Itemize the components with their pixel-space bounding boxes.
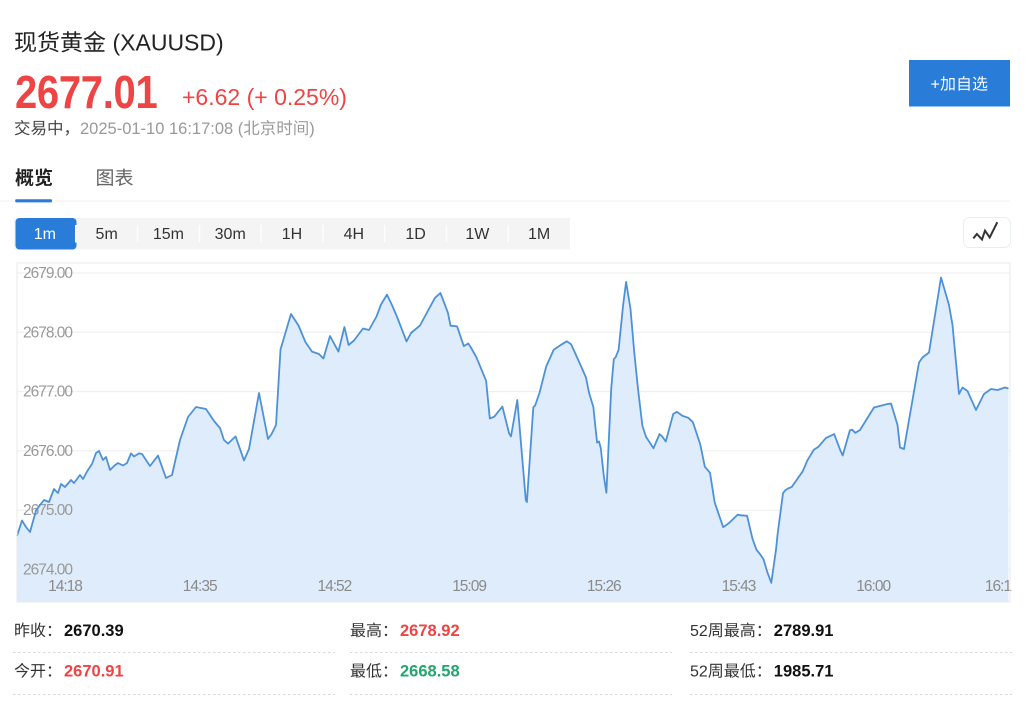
svg-text:15:09: 15:09 bbox=[452, 578, 486, 595]
svg-text:16:1: 16:1 bbox=[985, 578, 1012, 595]
svg-text:1M: 1M bbox=[528, 226, 550, 243]
svg-text:(XAUUSD): (XAUUSD) bbox=[113, 30, 224, 56]
svg-text:30m: 30m bbox=[215, 226, 246, 243]
svg-text:2670.39: 2670.39 bbox=[64, 622, 124, 640]
svg-text:2678.00: 2678.00 bbox=[23, 324, 73, 341]
svg-text:14:52: 14:52 bbox=[318, 578, 352, 595]
svg-text:52: 52 bbox=[690, 623, 708, 640]
svg-text:2674.00: 2674.00 bbox=[23, 562, 73, 579]
svg-text:1H: 1H bbox=[282, 226, 302, 243]
svg-text:2789.91: 2789.91 bbox=[774, 622, 834, 640]
svg-text:16:00: 16:00 bbox=[856, 578, 891, 595]
svg-text:2676.00: 2676.00 bbox=[23, 443, 73, 460]
svg-text:2677.01: 2677.01 bbox=[15, 67, 157, 118]
svg-text:1W: 1W bbox=[465, 226, 490, 243]
svg-text:1D: 1D bbox=[405, 226, 425, 243]
svg-text:2668.58: 2668.58 bbox=[400, 663, 460, 681]
svg-text:1985.71: 1985.71 bbox=[774, 663, 834, 681]
svg-text:2678.92: 2678.92 bbox=[400, 622, 460, 640]
svg-text:2025-01-10 16:17:08 (: 2025-01-10 16:17:08 ( bbox=[80, 120, 244, 138]
svg-text:+: + bbox=[931, 77, 940, 94]
svg-text:14:18: 14:18 bbox=[48, 578, 82, 595]
svg-text:14:35: 14:35 bbox=[183, 578, 217, 595]
svg-text:15:43: 15:43 bbox=[722, 578, 756, 595]
svg-text:): ) bbox=[309, 120, 315, 138]
svg-text:2679.00: 2679.00 bbox=[23, 265, 73, 282]
svg-text:2670.91: 2670.91 bbox=[64, 663, 124, 681]
svg-text:15:26: 15:26 bbox=[587, 578, 621, 595]
svg-text:5m: 5m bbox=[96, 226, 118, 243]
svg-text:2677.00: 2677.00 bbox=[23, 384, 73, 401]
svg-text:52: 52 bbox=[690, 664, 708, 681]
svg-text:4H: 4H bbox=[344, 226, 364, 243]
svg-text:+6.62 (+ 0.25%): +6.62 (+ 0.25%) bbox=[182, 84, 347, 110]
svg-text:1m: 1m bbox=[34, 226, 56, 243]
svg-text:15m: 15m bbox=[153, 226, 184, 243]
svg-text:2675.00: 2675.00 bbox=[23, 502, 73, 519]
